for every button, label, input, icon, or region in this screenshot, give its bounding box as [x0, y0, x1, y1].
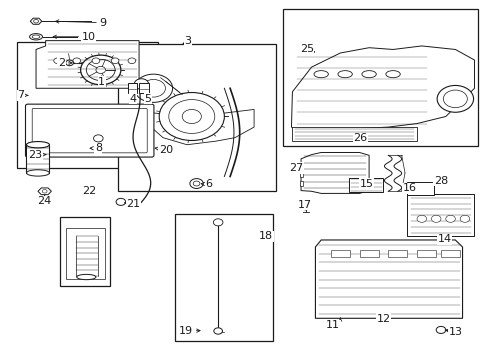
Text: 4: 4 — [129, 94, 137, 104]
Bar — [139, 83, 148, 93]
Polygon shape — [129, 95, 254, 145]
Ellipse shape — [77, 274, 96, 280]
Polygon shape — [36, 41, 139, 92]
Polygon shape — [301, 153, 368, 193]
Text: 27: 27 — [288, 163, 303, 173]
Text: 7: 7 — [17, 90, 28, 100]
Text: 14: 14 — [436, 234, 451, 244]
Bar — [299, 181, 303, 186]
Circle shape — [443, 90, 467, 108]
Polygon shape — [38, 188, 51, 195]
Text: 28: 28 — [433, 176, 447, 186]
Ellipse shape — [361, 71, 376, 78]
Text: 24: 24 — [38, 195, 52, 206]
Circle shape — [54, 58, 61, 64]
Text: 16: 16 — [402, 184, 416, 193]
Circle shape — [445, 215, 454, 222]
Text: 18: 18 — [258, 231, 273, 242]
FancyBboxPatch shape — [32, 108, 147, 153]
Ellipse shape — [313, 71, 328, 78]
Text: 12: 12 — [376, 314, 390, 324]
Bar — [299, 171, 303, 177]
Text: 9: 9 — [56, 18, 106, 28]
Bar — [117, 44, 275, 190]
Circle shape — [93, 135, 103, 142]
Circle shape — [436, 85, 472, 112]
Bar — [416, 250, 435, 257]
Bar — [407, 183, 433, 195]
Bar — [60, 217, 110, 286]
FancyBboxPatch shape — [25, 104, 154, 157]
Bar — [440, 250, 459, 257]
Circle shape — [213, 219, 223, 226]
Circle shape — [111, 58, 119, 64]
Circle shape — [128, 58, 136, 64]
Text: 11: 11 — [325, 320, 340, 330]
Circle shape — [92, 58, 100, 64]
Ellipse shape — [385, 71, 400, 78]
Circle shape — [301, 204, 309, 210]
Bar — [407, 194, 472, 237]
Ellipse shape — [26, 170, 49, 176]
Circle shape — [159, 93, 224, 140]
Text: 5: 5 — [144, 94, 151, 104]
Text: 21: 21 — [124, 199, 140, 209]
Bar — [282, 9, 477, 147]
Text: 6: 6 — [201, 179, 212, 189]
Bar — [26, 145, 49, 173]
Circle shape — [81, 55, 121, 85]
Ellipse shape — [32, 35, 40, 39]
Circle shape — [73, 58, 81, 64]
Ellipse shape — [29, 33, 42, 40]
Text: 22: 22 — [81, 186, 96, 195]
Bar — [330, 250, 349, 257]
Bar — [127, 83, 137, 93]
Polygon shape — [315, 240, 462, 318]
Circle shape — [134, 74, 172, 102]
Text: 23: 23 — [28, 150, 46, 159]
Circle shape — [189, 179, 203, 189]
Circle shape — [86, 59, 115, 81]
Text: 15: 15 — [359, 179, 373, 189]
Circle shape — [455, 328, 462, 332]
Bar — [387, 250, 407, 257]
Circle shape — [134, 79, 148, 89]
Text: 19: 19 — [179, 326, 200, 336]
Text: 10: 10 — [53, 32, 96, 42]
Text: 2: 2 — [58, 58, 72, 68]
Text: 13: 13 — [444, 327, 462, 337]
Bar — [359, 250, 378, 257]
Text: 20: 20 — [155, 145, 173, 155]
Circle shape — [213, 328, 222, 334]
Circle shape — [182, 109, 201, 123]
Circle shape — [42, 189, 47, 193]
Bar — [175, 213, 273, 341]
Text: 1: 1 — [98, 76, 105, 87]
Text: 8: 8 — [90, 143, 102, 153]
Text: 25: 25 — [299, 45, 314, 54]
Bar — [348, 177, 383, 192]
Bar — [299, 162, 303, 168]
Ellipse shape — [337, 71, 351, 78]
Circle shape — [435, 327, 445, 333]
Text: 26: 26 — [353, 133, 367, 143]
Polygon shape — [30, 18, 41, 24]
Polygon shape — [291, 46, 473, 131]
Polygon shape — [292, 127, 416, 141]
Bar — [66, 228, 104, 279]
Bar — [17, 42, 158, 168]
Circle shape — [416, 215, 426, 222]
Circle shape — [65, 60, 73, 66]
Circle shape — [430, 215, 440, 222]
Text: 17: 17 — [297, 200, 311, 210]
Circle shape — [193, 181, 200, 186]
Circle shape — [96, 66, 105, 73]
Circle shape — [459, 215, 469, 222]
Circle shape — [168, 100, 214, 134]
Circle shape — [141, 80, 165, 97]
Text: 3: 3 — [183, 36, 191, 46]
Circle shape — [116, 198, 125, 206]
Ellipse shape — [26, 141, 49, 148]
